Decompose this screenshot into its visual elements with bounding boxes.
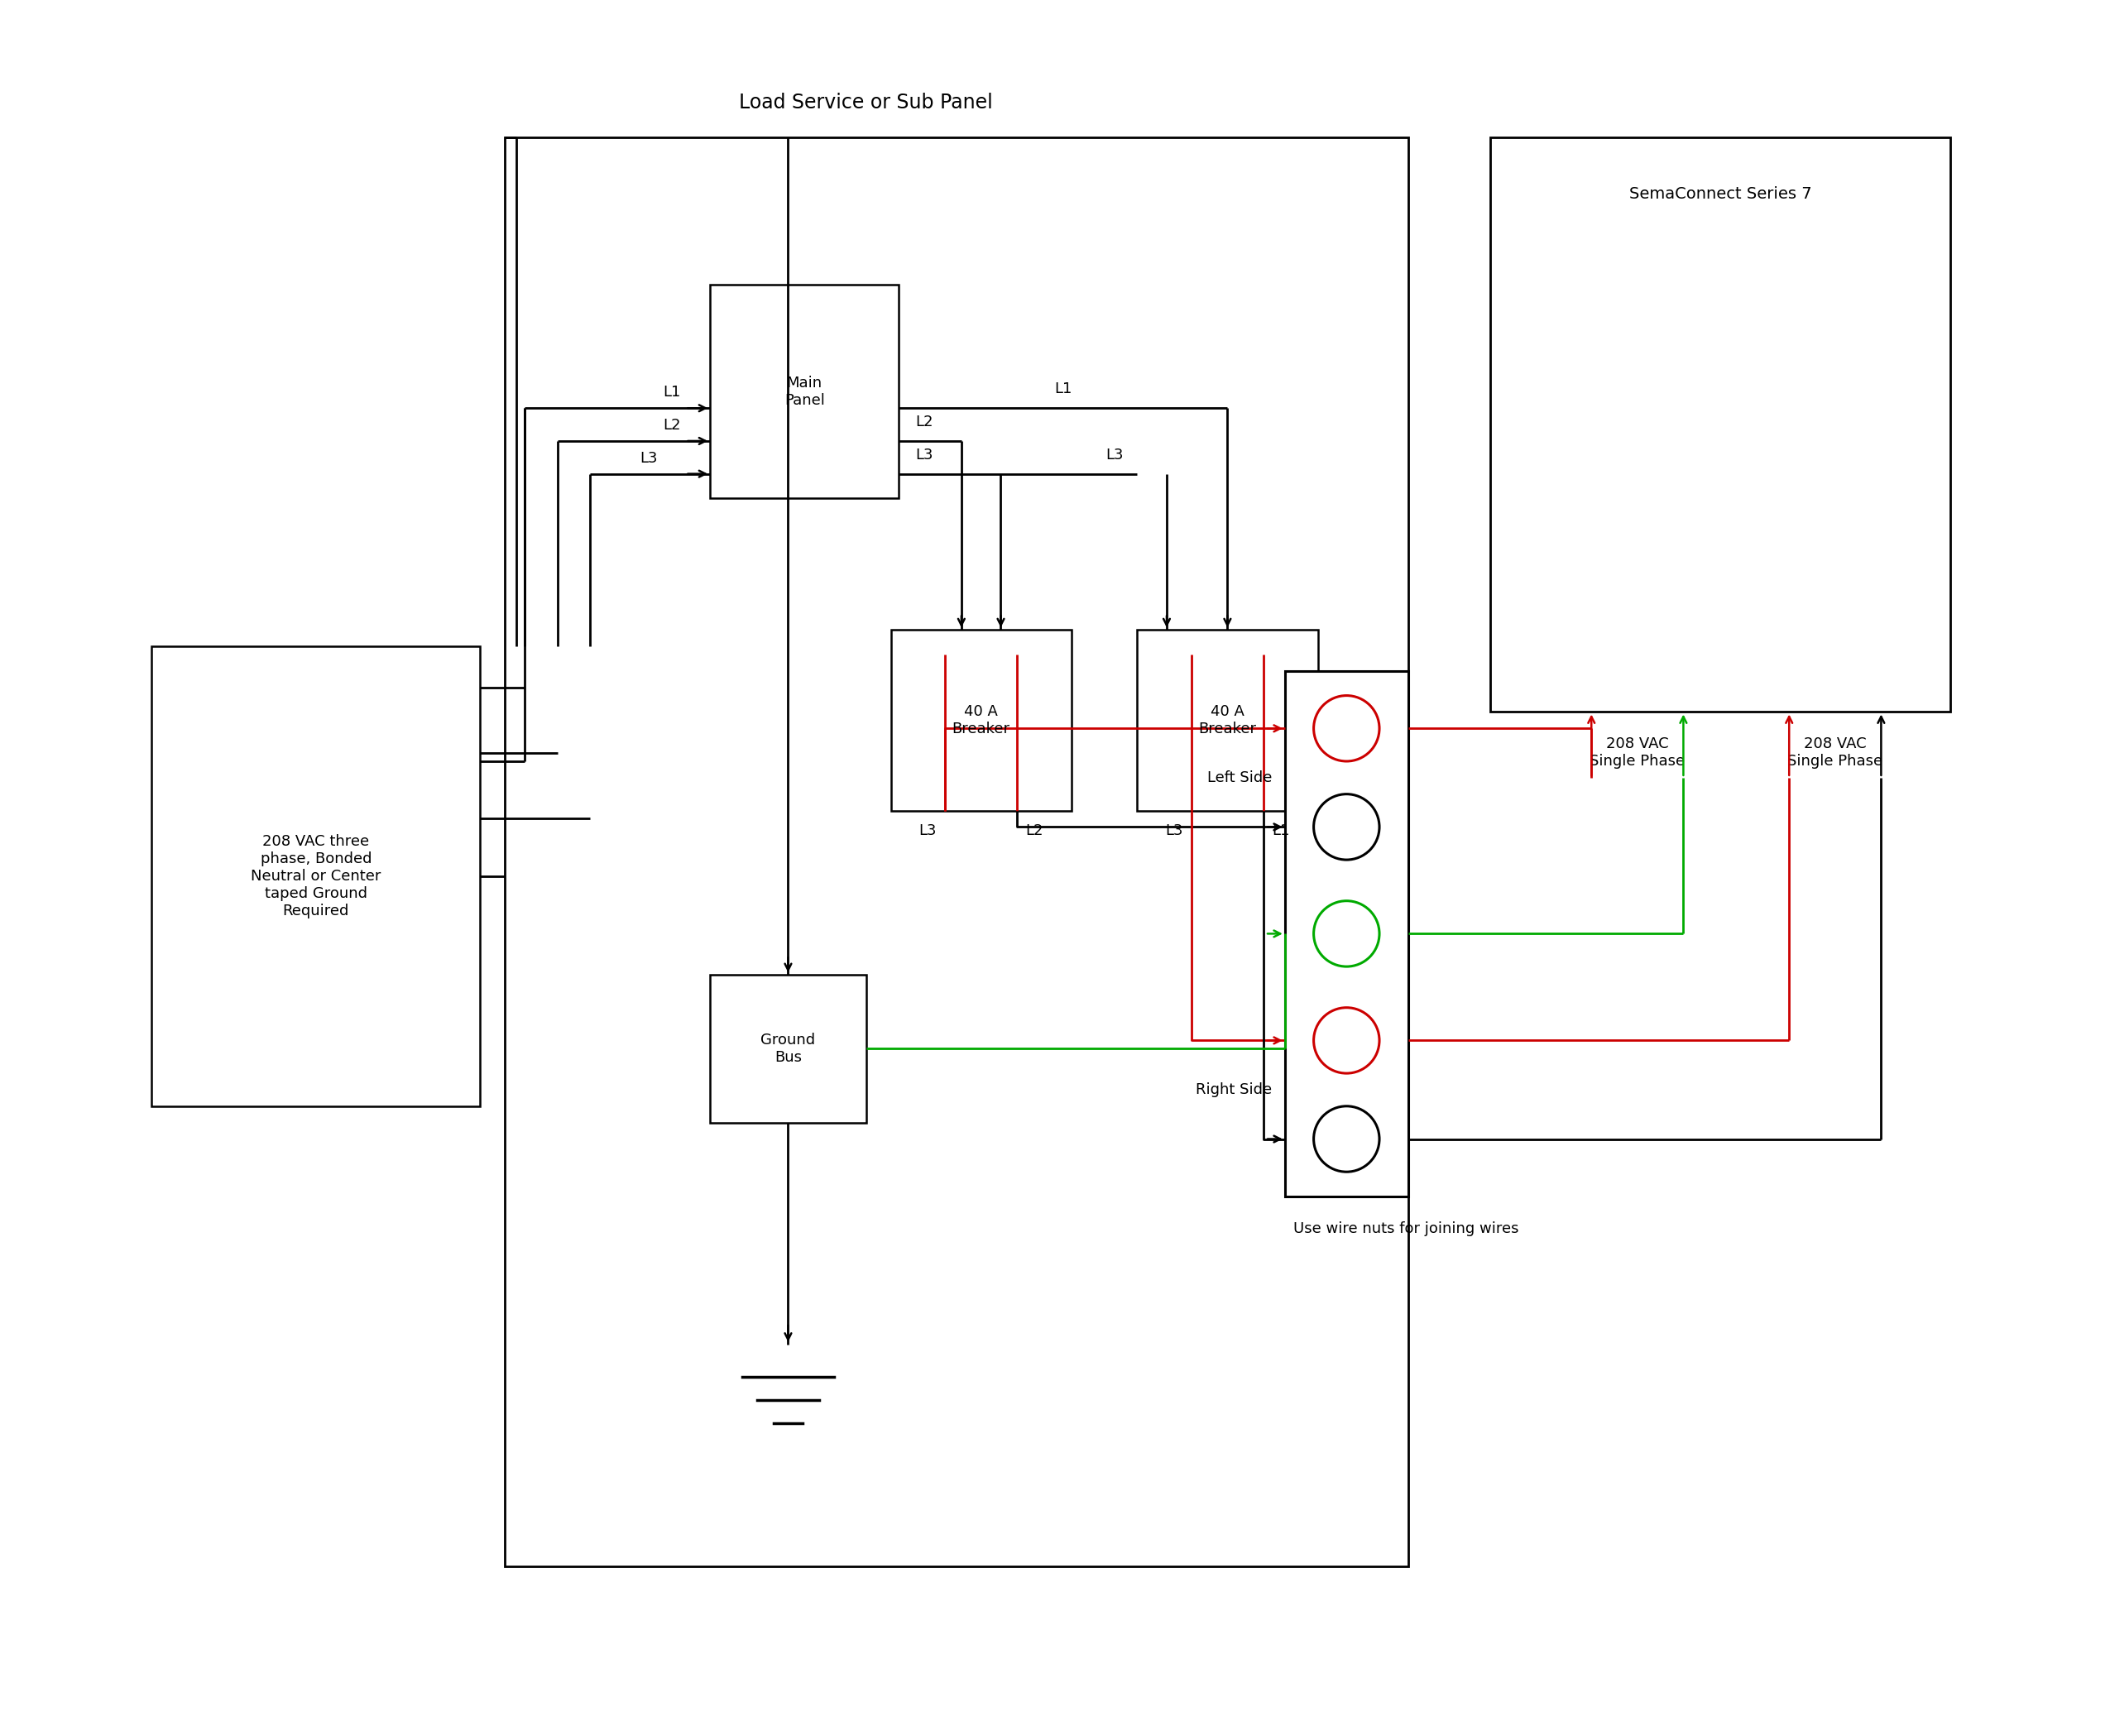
Text: L3: L3 [1165,823,1184,838]
Text: Ground
Bus: Ground Bus [762,1033,814,1064]
Text: L2: L2 [663,418,682,432]
Text: L1: L1 [663,385,682,399]
Circle shape [1315,901,1380,967]
Text: L2: L2 [1025,823,1042,838]
Circle shape [1315,696,1380,762]
Text: 208 VAC three
phase, Bonded
Neutral or Center
taped Ground
Required: 208 VAC three phase, Bonded Neutral or C… [251,835,382,918]
Bar [504,137,1407,1566]
Bar [890,630,1072,811]
Text: Left Side: Left Side [1207,771,1272,785]
Text: L3: L3 [920,823,937,838]
Bar [1285,670,1407,1196]
Bar [711,974,865,1123]
Text: L1: L1 [1272,823,1289,838]
Bar [711,285,899,498]
Text: L2: L2 [916,415,933,429]
Bar [1490,137,1950,712]
Text: L3: L3 [1106,448,1125,462]
Text: Main
Panel: Main Panel [785,375,825,408]
Circle shape [1315,1007,1380,1073]
Text: Use wire nuts for joining wires: Use wire nuts for joining wires [1293,1220,1519,1236]
Text: 40 A
Breaker: 40 A Breaker [1198,705,1255,736]
Bar [152,646,481,1106]
Text: L1: L1 [1055,382,1072,396]
Bar [1137,630,1319,811]
Text: 208 VAC
Single Phase: 208 VAC Single Phase [1787,736,1882,769]
Circle shape [1315,1106,1380,1172]
Text: L3: L3 [639,451,658,465]
Text: SemaConnect Series 7: SemaConnect Series 7 [1629,186,1812,201]
Text: Right Side: Right Side [1196,1082,1272,1097]
Text: L3: L3 [916,448,933,462]
Circle shape [1315,793,1380,859]
Text: 208 VAC
Single Phase: 208 VAC Single Phase [1589,736,1686,769]
Text: Load Service or Sub Panel: Load Service or Sub Panel [738,92,994,113]
Text: 40 A
Breaker: 40 A Breaker [952,705,1011,736]
